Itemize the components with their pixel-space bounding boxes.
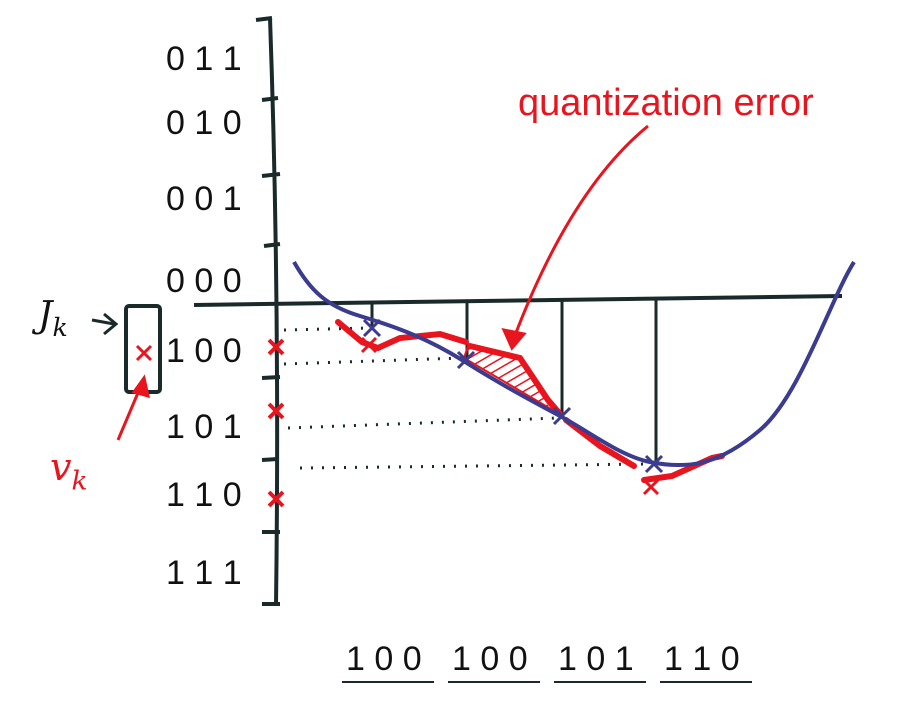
v-k-symbol: vk	[50, 445, 88, 497]
output-code-1: 1 0 0	[346, 640, 422, 678]
output-code-3: 1 0 1	[558, 640, 634, 678]
quantization-error-label: quantization error	[518, 82, 814, 124]
level-label-100: 1 0 0	[166, 332, 242, 370]
level-label-111: 1 1 1	[166, 554, 242, 592]
j-arrow	[91, 312, 119, 336]
reconstruction-markers	[267, 338, 285, 508]
sample-markers	[362, 318, 664, 474]
dotted-projections	[283, 326, 649, 470]
level-label-000: 0 0 0	[166, 262, 242, 300]
level-label-011: 0 1 1	[166, 40, 242, 78]
axis-ticks	[255, 16, 281, 606]
v-arrow	[116, 374, 151, 441]
quantized-markers	[360, 336, 660, 496]
interval-value-marker	[135, 344, 153, 362]
level-label-010: 0 1 0	[166, 104, 242, 142]
zero-line	[193, 294, 843, 307]
output-code-2: 1 0 0	[452, 640, 528, 678]
error-arrow	[501, 124, 649, 351]
level-label-110: 1 1 0	[166, 476, 242, 514]
j-k-symbol: Jk	[38, 295, 68, 342]
level-label-101: 1 0 1	[166, 408, 242, 446]
level-label-001: 0 0 1	[166, 180, 242, 218]
signal-curve	[292, 260, 856, 468]
level-axis	[268, 17, 280, 607]
output-code-4: 1 1 0	[664, 640, 740, 678]
